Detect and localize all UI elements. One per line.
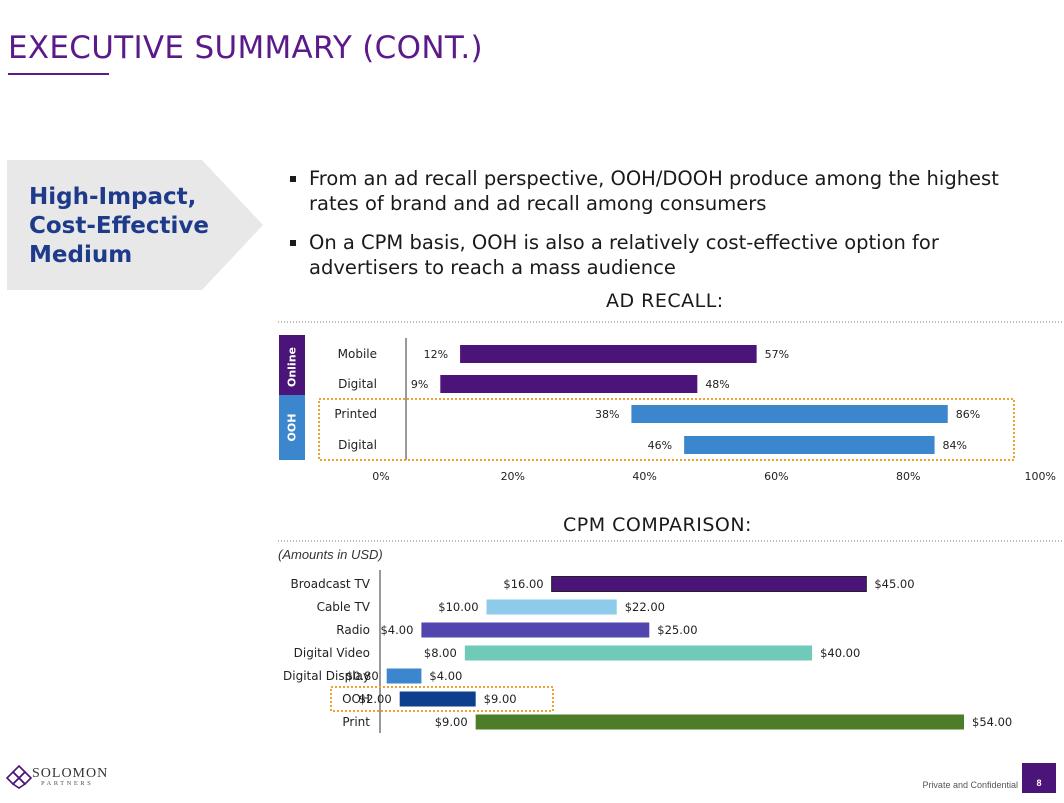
bullet-item: From an ad recall perspective, OOH/DOOH … — [290, 167, 1050, 216]
high-value-label: 84% — [943, 439, 967, 452]
range-bar — [386, 668, 422, 684]
ooh-highlight-box — [330, 686, 554, 712]
x-tick-label: 100% — [1025, 470, 1056, 483]
group-tab-online — [279, 335, 305, 399]
confidential-label: Private and Confidential — [922, 780, 1018, 790]
low-value-label: $16.00 — [503, 577, 543, 591]
category-label: Print — [342, 715, 370, 729]
high-value-label: $45.00 — [874, 577, 914, 591]
high-value-label: $54.00 — [972, 715, 1012, 729]
category-label: Digital Display — [283, 669, 370, 683]
low-value-label: $10.00 — [438, 600, 478, 614]
group-label-online: Online — [286, 347, 299, 387]
low-value-label: $4.00 — [380, 623, 413, 637]
high-value-label: 86% — [956, 408, 980, 421]
amounts-note: (Amounts in USD) — [278, 547, 383, 562]
group-tab-ooh — [279, 395, 305, 460]
callout-text: High-Impact, Cost-Effective Medium — [29, 184, 209, 268]
category-label: Digital — [338, 438, 377, 452]
low-value-label: $0.80 — [346, 669, 379, 683]
high-value-label: 57% — [765, 348, 789, 361]
category-label: Digital Video — [294, 646, 370, 660]
x-tick-label: 20% — [501, 470, 525, 483]
callout-arrow-shape — [7, 160, 263, 290]
range-bar — [631, 405, 948, 423]
category-label: Printed — [334, 407, 377, 421]
range-bar — [486, 599, 617, 615]
solomon-logo-icon — [6, 765, 32, 789]
page-title: EXECUTIVE SUMMARY (CONT.) — [8, 30, 483, 66]
high-value-label: $4.00 — [429, 669, 462, 683]
x-tick-label: 80% — [896, 470, 920, 483]
low-value-label: 38% — [595, 408, 619, 421]
range-bar — [684, 436, 935, 454]
category-label: Mobile — [338, 347, 377, 361]
category-label: Cable TV — [317, 600, 371, 614]
page-number: 8 — [1022, 763, 1056, 793]
x-tick-label: 0% — [372, 470, 389, 483]
group-label-ooh: OOH — [286, 414, 299, 442]
x-tick-label: 60% — [764, 470, 788, 483]
high-value-label: 48% — [705, 378, 729, 391]
high-value-label: $25.00 — [657, 623, 697, 637]
range-bar — [475, 714, 964, 730]
range-bar — [421, 622, 650, 638]
category-label: OOH — [342, 692, 370, 706]
x-tick-label: 40% — [632, 470, 656, 483]
high-value-label: $22.00 — [625, 600, 665, 614]
range-bar — [464, 645, 813, 661]
range-bar — [399, 691, 476, 707]
category-label: Digital — [338, 377, 377, 391]
category-label: Radio — [336, 623, 370, 637]
low-value-label: 12% — [424, 348, 448, 361]
category-label: Broadcast TV — [291, 577, 371, 591]
logo-subtitle: PARTNERS — [41, 780, 94, 787]
title-underline — [8, 73, 109, 75]
low-value-label: $2.00 — [359, 692, 392, 706]
high-value-label: $9.00 — [484, 692, 517, 706]
ooh-highlight-box — [318, 398, 1015, 461]
ad-recall-title: AD RECALL: — [606, 290, 724, 312]
low-value-label: $8.00 — [424, 646, 457, 660]
low-value-label: $9.00 — [435, 715, 468, 729]
range-bar — [460, 345, 757, 363]
low-value-label: 46% — [648, 439, 672, 452]
low-value-label: 9% — [411, 378, 428, 391]
cpm-comparison-title: CPM COMPARISON: — [563, 514, 752, 536]
bullet-list: From an ad recall perspective, OOH/DOOH … — [290, 167, 1050, 295]
logo-name: SOLOMON — [32, 766, 109, 781]
high-value-label: $40.00 — [820, 646, 860, 660]
range-bar — [440, 375, 698, 393]
range-bar — [551, 576, 867, 592]
bullet-item: On a CPM basis, OOH is also a relatively… — [290, 231, 1050, 280]
